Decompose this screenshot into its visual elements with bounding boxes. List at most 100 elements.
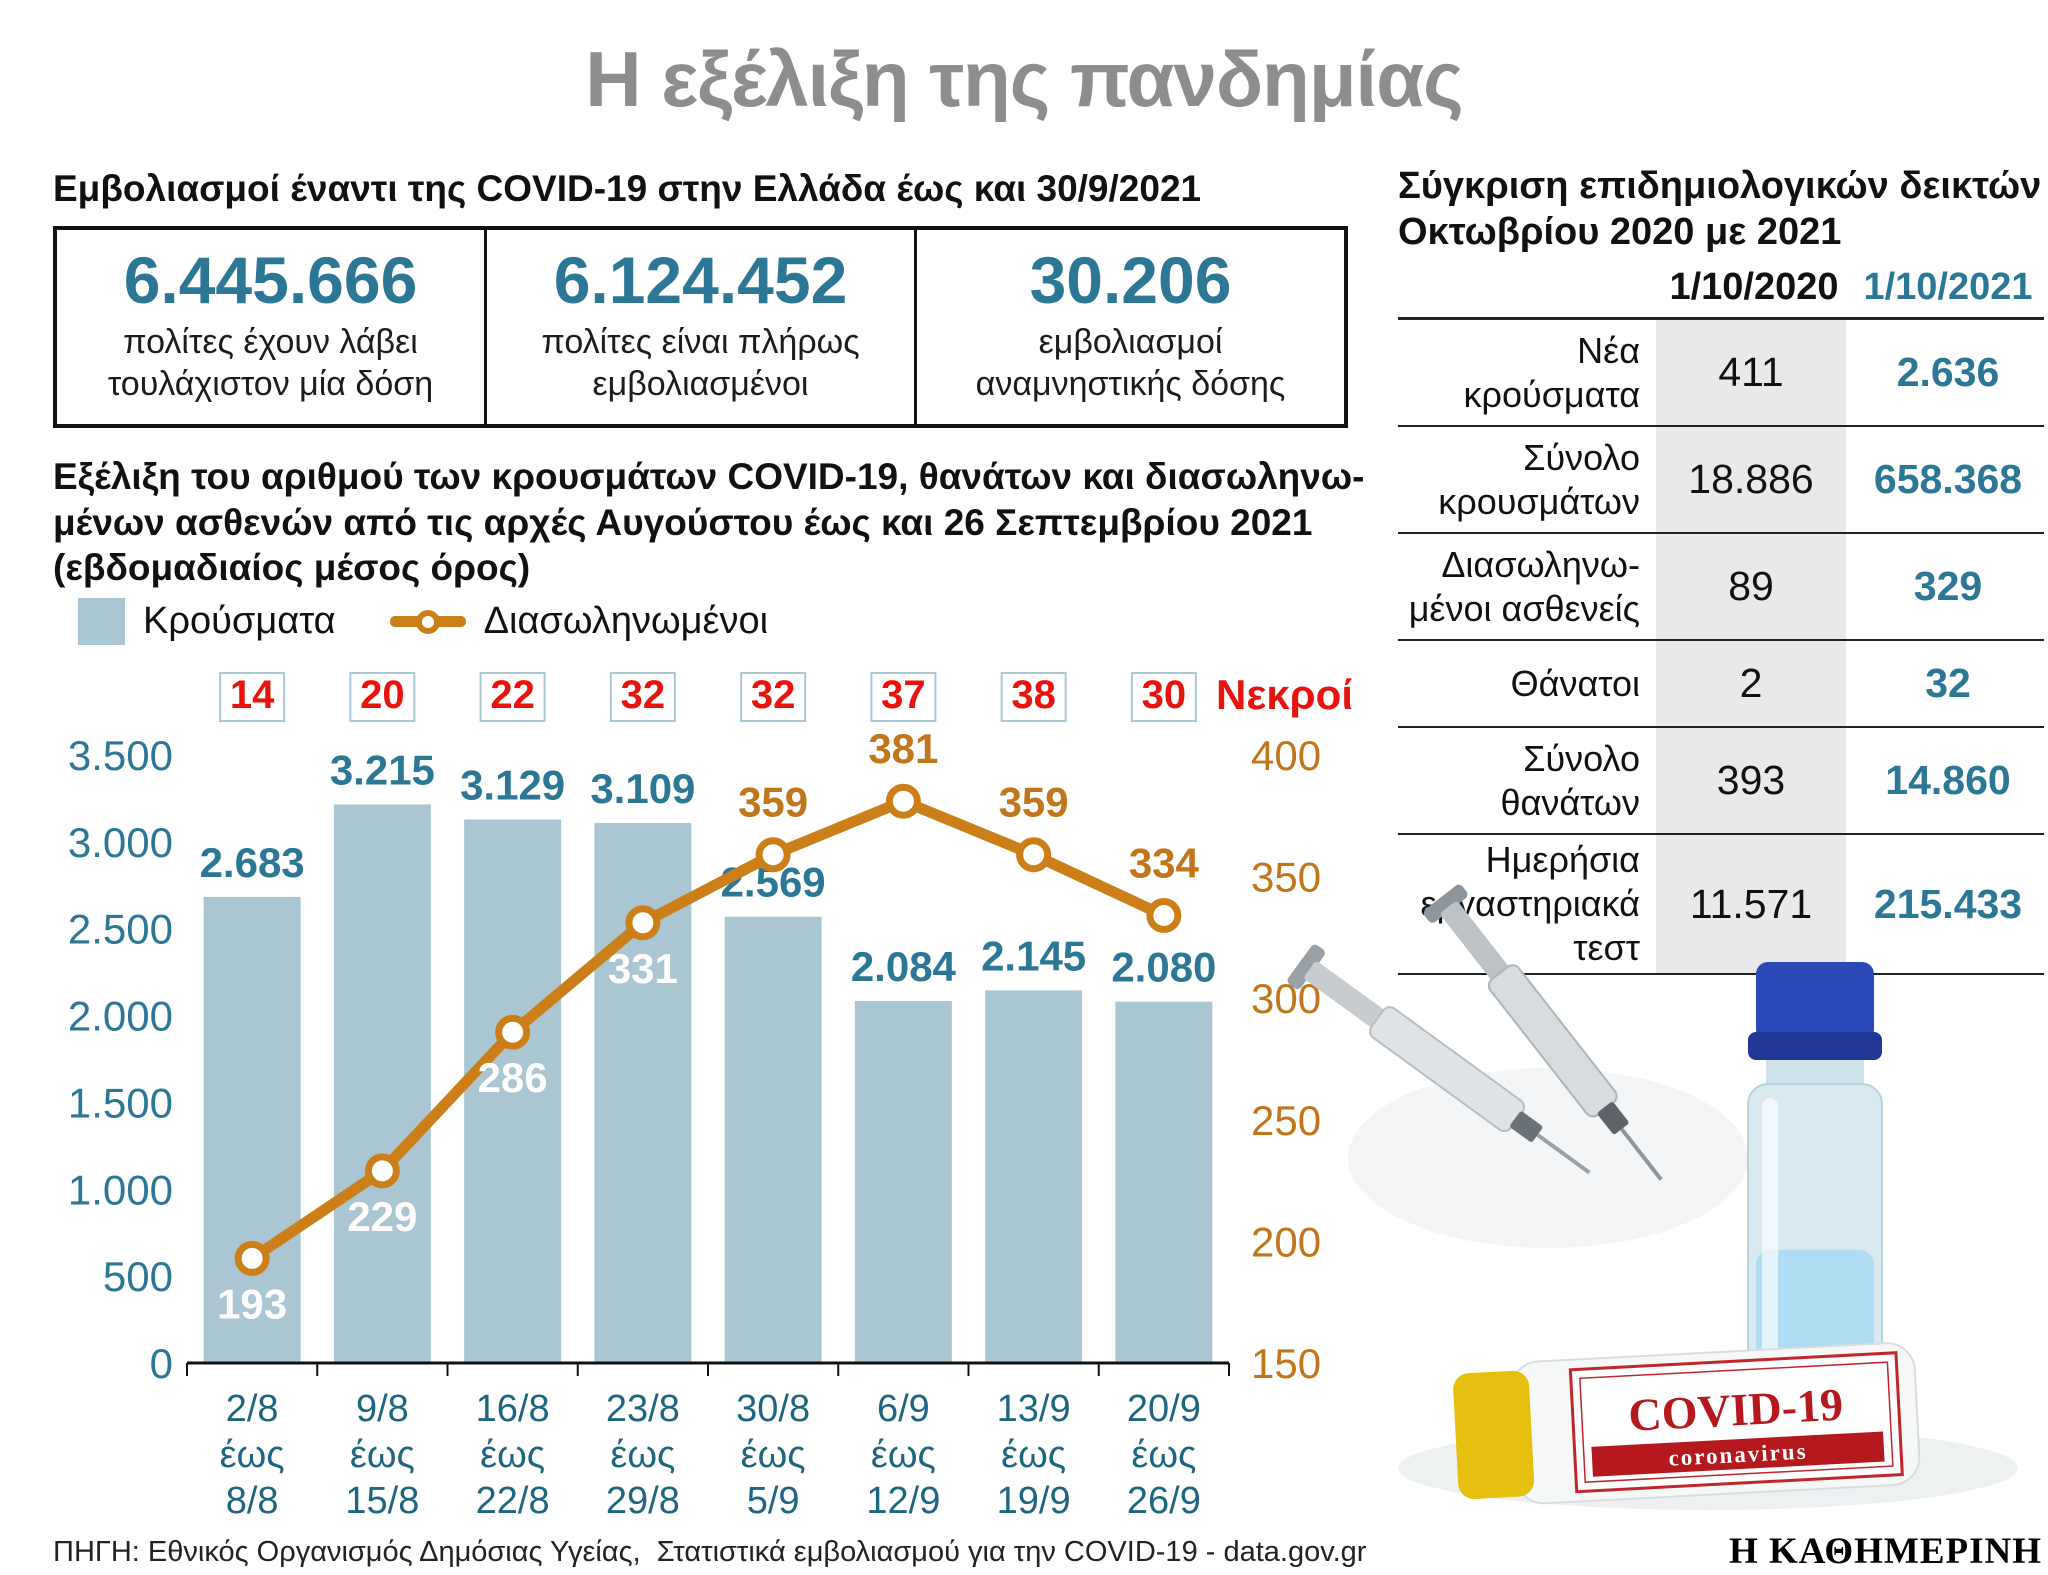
intubated-label: 359 (738, 779, 808, 826)
stat-booster-label: εμβολιασμοί αναμνηστικής δόσης (975, 322, 1286, 404)
table-row-total-deaths: Σύνολο θανάτων 393 14.860 (1398, 728, 2044, 835)
table-row-new-cases: Νέα κρούσματα 411 2.636 (1398, 320, 2044, 427)
right-axis-tick: 350 (1251, 854, 1321, 901)
intubated-label: 331 (608, 945, 678, 992)
intubated-label: 381 (868, 725, 938, 772)
intubated-label: 286 (478, 1054, 548, 1101)
deaths-box (479, 672, 546, 722)
intubated-point (234, 1240, 270, 1276)
cases-bar (1115, 1001, 1213, 1363)
cases-bar-label: 2.145 (981, 932, 1086, 979)
right-axis-tick: 300 (1251, 975, 1321, 1022)
deaths-box (740, 672, 807, 722)
left-axis-tick: 2.000 (68, 993, 173, 1040)
chart-heading: Εξέλιξη του αριθμού των κρουσμάτων COVID… (53, 456, 1365, 588)
x-axis-label: 2/8 έως 8/8 (220, 1388, 285, 1522)
table-row-total-cases: Σύνολο κρουσμάτων 18.886 658.368 (1398, 427, 2044, 534)
source-note: ΠΗΓΗ: Εθνικός Οργανισμός Δημόσιας Υγείας… (53, 1536, 1367, 1568)
cases-bar-label: 2.084 (851, 943, 957, 990)
deaths-value: 30 (1142, 673, 1187, 717)
syringe-icon (1423, 884, 1663, 1181)
cases-bar-label: 3.215 (330, 747, 435, 794)
intubated-point (364, 1153, 400, 1189)
x-axis-label: 13/9 έως 19/9 (997, 1388, 1071, 1522)
intubated-dot-icon (415, 609, 440, 634)
table-row-deaths: Θάνατοι 2 32 (1398, 641, 2044, 728)
row-value-2020: 18.886 (1656, 427, 1852, 532)
left-axis-tick: 1.000 (68, 1166, 173, 1213)
cases-bar (985, 990, 1083, 1363)
intubated-line (246, 795, 1170, 1264)
cases-legend-label: Κρούσματα (143, 600, 336, 642)
row-label: Θάνατοι (1510, 662, 1640, 704)
intubated-point (1016, 837, 1052, 873)
intubated-point (1146, 898, 1182, 934)
cases-bar-label: 2.683 (200, 839, 305, 886)
deaths-value: 14 (230, 673, 275, 717)
x-axis-label: 23/8 έως 29/8 (606, 1388, 680, 1522)
deaths-value: 32 (751, 673, 796, 717)
intubated-label: 193 (217, 1280, 287, 1327)
row-value-2020: 11.571 (1656, 835, 1852, 973)
x-axis-label: 16/8 έως 22/8 (476, 1388, 550, 1522)
photo-shadow (1348, 1068, 1748, 1248)
deaths-box (609, 672, 676, 722)
intubated-legend-label: Διασωληνωμένοι (483, 600, 769, 642)
row-value-2020: 89 (1656, 534, 1852, 639)
row-value-2021: 215.433 (1873, 880, 2023, 927)
comparison-table-title: Σύγκριση επιδημιολογικών δεικτών Οκτωβρί… (1398, 165, 2042, 253)
cases-bar (203, 896, 301, 1363)
deaths-value: 37 (881, 673, 926, 717)
row-label: Διασωληνω- μένοι ασθενείς (1408, 543, 1640, 629)
vaccination-stats-box: 6.445.666 πολίτες έχουν λάβει τουλάχιστο… (53, 226, 1348, 428)
cases-bar (464, 819, 562, 1363)
deaths-series-label: Νεκροί (1216, 671, 1353, 718)
row-label: Νέα κρούσματα (1463, 329, 1640, 415)
deaths-value: 38 (1011, 673, 1056, 717)
row-label: Σύνολο κρουσμάτων (1438, 436, 1640, 522)
vaccination-heading: Εμβολιασμοί έναντι της COVID-19 στην Ελλ… (53, 168, 1202, 209)
left-axis-tick: 0 (150, 1340, 173, 1387)
table-row-intubated: Διασωληνω- μένοι ασθενείς 89 329 (1398, 534, 2044, 641)
intubated-label: 359 (999, 779, 1069, 826)
row-value-2021: 658.368 (1873, 456, 2023, 502)
cases-bar-label: 3.109 (590, 765, 695, 812)
intubated-point (885, 783, 921, 819)
column-header-2020: 1/10/2020 (1669, 266, 1839, 308)
cases-bar (724, 916, 822, 1363)
row-value-2021: 2.636 (1896, 349, 2000, 395)
deaths-value: 20 (360, 673, 405, 717)
stat-first-dose-label: πολίτες έχουν λάβει τουλάχιστον μία δόση (107, 322, 434, 404)
intubated-point (625, 905, 661, 941)
x-axis-label: 20/9 έως 26/9 (1127, 1388, 1201, 1522)
intubated-label: 334 (1129, 840, 1200, 887)
deaths-value: 32 (621, 673, 666, 717)
cases-bar-label: 2.080 (1111, 944, 1216, 991)
right-axis-tick: 250 (1251, 1097, 1321, 1144)
syringe-icon (1287, 944, 1591, 1175)
deaths-box (870, 672, 937, 722)
stat-first-dose: 6.445.666 πολίτες έχουν λάβει τουλάχιστο… (57, 230, 487, 424)
x-axis-label: 9/8 έως 15/8 (345, 1388, 419, 1522)
x-axis-label: 30/8 έως 5/9 (736, 1388, 810, 1522)
right-axis-tick: 400 (1251, 732, 1321, 779)
intubated-line-icon (389, 609, 466, 634)
row-label: Σύνολο θανάτων (1500, 737, 1640, 823)
intubated-point (755, 837, 791, 873)
row-value-2021: 14.860 (1885, 757, 2011, 803)
stat-fully-vaccinated-value: 6.124.452 (553, 243, 848, 317)
intubated-point (495, 1014, 531, 1050)
vial-lying-icon: COVID-19 coronavirus (1453, 1342, 1921, 1505)
deaths-box (219, 672, 286, 722)
row-value-2021: 32 (1925, 660, 1971, 706)
row-value-2020: 411 (1656, 320, 1852, 425)
intubated-label: 229 (347, 1193, 417, 1240)
cases-chart: 3.500 3.000 2.500 2.000 1.500 1.000 500 0 400 350… (68, 671, 1353, 1522)
stat-fully-vaccinated: 6.124.452 πολίτες είναι πλήρως εμβολιασμ… (487, 230, 917, 424)
row-value-2020: 393 (1656, 728, 1852, 833)
row-value-2020: 2 (1656, 641, 1852, 726)
stat-first-dose-value: 6.445.666 (123, 243, 418, 317)
comparison-table-header: 1/10/2020 1/10/2021 (1398, 266, 2044, 320)
comparison-table: 1/10/2020 1/10/2021 Νέα κρούσματα 411 2.… (1398, 266, 2044, 975)
stat-booster-value: 30.206 (1029, 243, 1232, 317)
